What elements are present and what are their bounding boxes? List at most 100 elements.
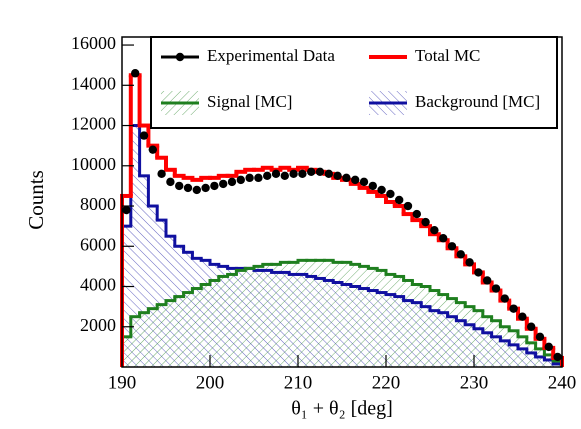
hatch-fill	[227, 274, 237, 367]
legend-box	[150, 36, 558, 129]
data-point	[465, 258, 474, 267]
data-point	[447, 242, 457, 251]
y-tick-label: 4000	[80, 275, 116, 295]
hatch-fill	[245, 268, 254, 367]
data-point	[315, 167, 325, 177]
data-point	[157, 169, 166, 179]
data-point	[483, 276, 492, 285]
hatch-fill	[518, 336, 527, 367]
x-tick-label: 210	[284, 372, 313, 393]
hatch-fill	[280, 262, 290, 367]
hatch-fill	[122, 226, 131, 367]
hatch-fill	[491, 320, 501, 367]
data-point	[395, 195, 404, 205]
data-point	[535, 332, 545, 342]
hatch-fill	[403, 280, 413, 367]
data-point	[201, 183, 210, 193]
hatch-fill	[130, 125, 140, 367]
hatch-fill	[271, 264, 281, 367]
data-point	[527, 322, 536, 331]
hatch-fill	[342, 262, 351, 367]
x-tick-label: 200	[196, 372, 225, 393]
hatch-fill	[324, 260, 334, 367]
data-point	[254, 173, 263, 183]
y-tick-label: 16000	[71, 33, 116, 53]
data-point	[377, 185, 386, 195]
x-tick-label: 190	[108, 372, 137, 393]
data-point	[131, 69, 140, 78]
legend-label: Signal [MC]	[207, 92, 292, 111]
y-tick-label: 14000	[71, 73, 116, 93]
hatch-fill	[210, 280, 219, 367]
data-point	[333, 171, 342, 181]
data-point	[289, 169, 298, 179]
data-point	[421, 217, 430, 227]
hatch-fill	[130, 316, 140, 367]
hatch-fill	[157, 304, 166, 367]
data-point	[227, 177, 237, 187]
x-axis-label: θ₁ + θ₂ [deg]	[291, 398, 393, 420]
hatch-fill	[192, 288, 202, 367]
hatch-fill	[526, 342, 536, 367]
legend-label: Total MC	[415, 46, 480, 65]
hatch-fill	[166, 300, 175, 367]
data-point	[175, 181, 184, 191]
hatch-fill	[148, 206, 158, 367]
data-point	[280, 171, 289, 181]
x-tick-label: 230	[460, 372, 489, 393]
y-tick-label: 12000	[71, 114, 116, 134]
data-point	[368, 181, 377, 191]
data-point	[271, 169, 281, 179]
y-tick-label: 2000	[80, 315, 116, 335]
data-point	[500, 294, 509, 303]
hatch-fill	[315, 260, 325, 367]
hatch-fill	[218, 276, 228, 367]
hatch-fill	[500, 326, 510, 367]
x-tick-label: 240	[548, 372, 577, 393]
data-point	[509, 304, 518, 313]
data-point	[456, 250, 465, 259]
data-point	[210, 181, 219, 191]
data-point	[307, 167, 316, 177]
hatch-fill	[289, 262, 298, 367]
data-point	[359, 177, 369, 187]
data-point	[263, 171, 272, 181]
data-point	[351, 175, 360, 185]
hatch-fill	[368, 268, 378, 367]
data-point	[544, 342, 553, 352]
hatch-fill	[157, 220, 166, 367]
hatch-fill	[183, 292, 193, 367]
hatch-fill	[394, 276, 404, 367]
hatch-fill	[201, 284, 210, 367]
hatch-fill	[421, 286, 430, 367]
hatch-fill	[139, 175, 149, 367]
data-point	[412, 209, 421, 219]
data-point	[298, 169, 307, 179]
hatch-fill	[359, 266, 369, 367]
data-point	[386, 189, 395, 199]
data-point	[553, 352, 562, 362]
hatch-fill	[474, 310, 483, 367]
data-point	[403, 201, 413, 211]
data-point	[192, 185, 201, 195]
hatch-fill	[465, 306, 474, 367]
data-point	[474, 268, 483, 277]
hatch-fill	[262, 264, 272, 367]
hatch-fill	[386, 274, 395, 367]
hatch-fill	[174, 296, 184, 367]
hatch-fill	[333, 262, 342, 367]
hatch-fill	[412, 284, 422, 367]
data-point	[183, 183, 193, 193]
hatch-fill	[122, 336, 131, 367]
data-point	[219, 179, 228, 189]
data-point	[430, 225, 439, 235]
data-point	[491, 284, 501, 293]
data-point	[122, 205, 131, 215]
y-tick-label: 10000	[71, 154, 116, 174]
hatch-fill	[430, 290, 439, 367]
hatch-fill	[236, 270, 246, 367]
data-point	[342, 173, 351, 183]
legend-swatch	[175, 52, 185, 62]
legend-label: Background [MC]	[415, 92, 540, 111]
